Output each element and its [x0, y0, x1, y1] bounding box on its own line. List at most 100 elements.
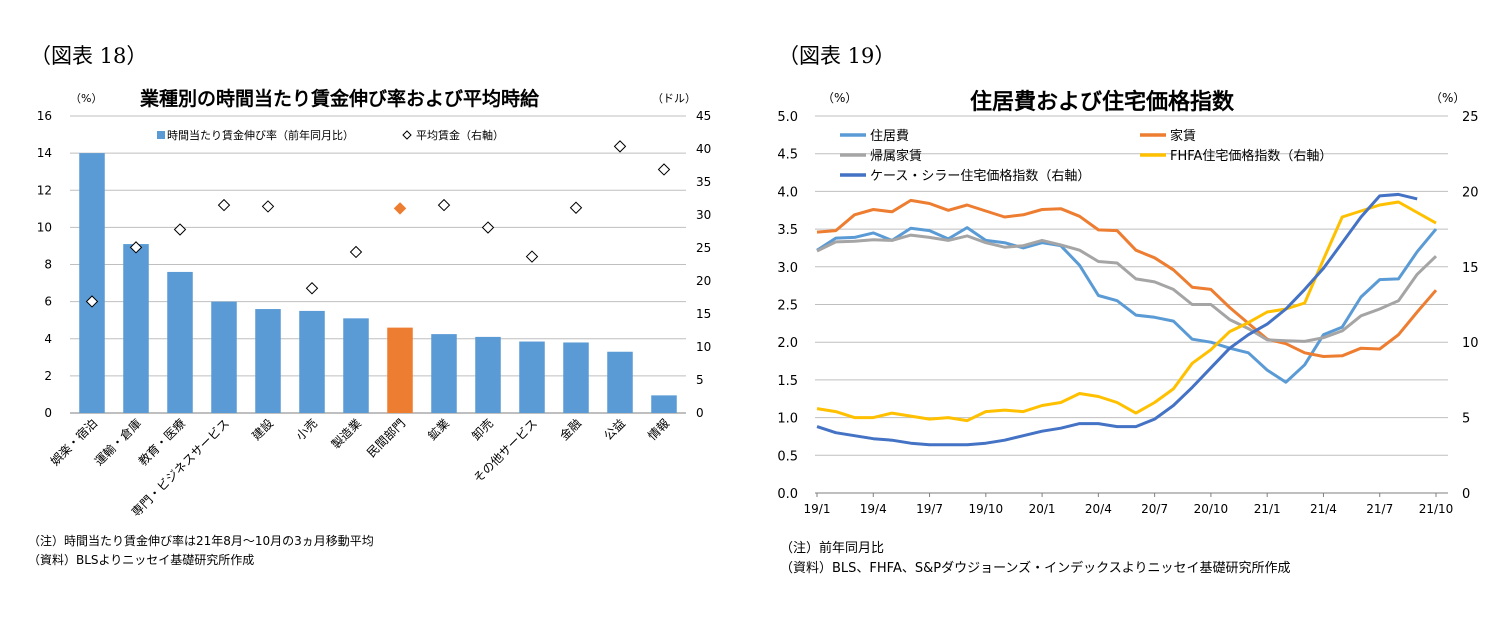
avg-wage-marker: [305, 282, 319, 295]
avg-wage-marker: [129, 241, 143, 254]
x-tick-label: 21/1: [1254, 502, 1281, 516]
wage-growth-bar: [563, 342, 589, 413]
avg-wage-marker: [393, 202, 407, 215]
legend-diamond-icon: [402, 130, 412, 140]
series-line: [816, 200, 1437, 423]
y2-tick-label: 40: [696, 142, 711, 156]
right-axis-unit-housing: （%）: [1430, 91, 1465, 105]
note-wage: （注）時間当たり賃金伸び率は21年8月～10月の3ヵ月移動平均: [28, 534, 374, 548]
y2-tick-label: 15: [696, 307, 711, 321]
wage-growth-bar: [255, 309, 281, 413]
right-axis-unit: （ドル）: [652, 92, 696, 105]
avg-wage-marker: [569, 201, 583, 214]
y-tick-label: 4.5: [777, 148, 798, 163]
wage-growth-bar: [343, 318, 369, 413]
series-line: [816, 198, 1438, 358]
legend-label-rent: 家賃: [1170, 128, 1196, 144]
wage-growth-bar: [123, 244, 149, 413]
legend-bar-label: 時間当たり賃金伸び率（前年同月比）: [167, 128, 354, 142]
wage-growth-bar: [79, 153, 105, 413]
wage-growth-bar: [299, 310, 325, 413]
y-tick-label: 10: [37, 220, 52, 234]
y2-tick-label: 20: [696, 274, 711, 288]
x-tick-label: 20/10: [1194, 502, 1229, 516]
y-tick-label: 14: [37, 146, 52, 160]
y2-tick-label: 35: [696, 175, 711, 189]
x-tick-label: 21/7: [1366, 502, 1393, 516]
legend-bar-swatch: [157, 131, 165, 139]
y-tick-label: 2: [44, 369, 52, 383]
y2-tick-label: 0: [1462, 487, 1470, 502]
wage-growth-bar: [651, 395, 677, 413]
wage-growth-bar: [475, 336, 501, 413]
x-tick-label: 21/10: [1419, 502, 1454, 516]
y-tick-label: 0.5: [777, 449, 798, 464]
y-tick-label: 1.0: [777, 412, 798, 427]
y2-tick-label: 5: [696, 373, 704, 387]
x-tick-label: 20/7: [1141, 502, 1168, 516]
series-line: [816, 192, 1418, 447]
y-tick-label: 0: [44, 406, 52, 420]
avg-wage-marker: [217, 198, 231, 212]
wage-growth-bar: [387, 327, 413, 413]
avg-wage-marker: [481, 221, 495, 234]
avg-wage-marker: [613, 140, 627, 153]
x-tick-label: 20/4: [1085, 502, 1112, 516]
y-tick-label: 0.0: [777, 487, 798, 502]
note-housing: （注）前年同月比: [780, 541, 885, 556]
y-tick-label: 6: [44, 295, 52, 309]
legend-marker-label: 平均賃金（右軸）: [416, 128, 504, 142]
y-tick-label: 5.0: [777, 110, 798, 125]
y-tick-label: 12: [37, 183, 52, 197]
y2-tick-label: 5: [1462, 412, 1470, 427]
series-line: [816, 226, 1438, 384]
left-axis-unit: （%）: [70, 92, 102, 105]
legend-housing: 住居費 家賃 帰属家賃 FHFA住宅価格指数（右軸） ケース・シラー住宅価格指数…: [840, 128, 1332, 184]
y-tick-label: 3.5: [777, 223, 798, 238]
y-tick-label: 2.5: [777, 299, 798, 314]
avg-wage-marker: [437, 198, 451, 212]
y2-tick-label: 0: [696, 406, 704, 420]
y2-tick-label: 25: [696, 241, 711, 255]
chart-title-housing: 住居費および住宅価格指数: [970, 90, 1235, 115]
y2-tick-label: 15: [1462, 261, 1479, 276]
legend: 時間当たり賃金伸び率（前年同月比） 平均賃金（右軸）: [157, 128, 504, 142]
y-tick-label: 3.0: [777, 261, 798, 276]
x-tick-label: 20/1: [1029, 502, 1056, 516]
y2-tick-label: 20: [1462, 185, 1479, 200]
avg-wage-marker: [173, 223, 187, 236]
y2-tick-label: 25: [1462, 110, 1479, 125]
y2-tick-label: 45: [696, 109, 711, 123]
y2-tick-label: 10: [1462, 336, 1479, 351]
avg-wage-marker: [261, 200, 275, 213]
wage-growth-bar: [519, 341, 545, 413]
x-tick-label: 21/4: [1310, 502, 1337, 516]
y2-tick-label: 10: [696, 340, 711, 354]
avg-wage-marker: [349, 245, 363, 259]
source-wage: （資料）BLSよりニッセイ基礎研究所作成: [28, 553, 255, 567]
legend-label-fhfa: FHFA住宅価格指数（右軸）: [1170, 148, 1332, 164]
avg-wage-marker: [657, 163, 671, 176]
x-tick-label: 19/4: [860, 502, 887, 516]
source-housing: （資料）BLS、FHFA、S&Pダウジョーンズ・インデックスよりニッセイ基礎研究…: [780, 561, 1291, 576]
avg-wage-marker: [525, 250, 539, 263]
figure-label-18: （図表 18）: [30, 44, 148, 68]
x-tick-label: 19/7: [916, 502, 943, 516]
series-line: [816, 233, 1438, 343]
wage-growth-bar: [167, 271, 193, 413]
legend-label-oer: 帰属家賃: [870, 148, 922, 164]
y-tick-label: 4.0: [777, 185, 798, 200]
y-tick-label: 16: [37, 109, 52, 123]
left-axis-unit-housing: （%）: [822, 91, 857, 105]
y-tick-label: 4: [44, 332, 52, 346]
figure-label-19: （図表 19）: [778, 44, 896, 68]
legend-label-shelter: 住居費: [870, 129, 909, 144]
y2-tick-label: 30: [696, 208, 711, 222]
avg-wage-marker: [85, 295, 99, 308]
chart-title-wage: 業種別の時間当たり賃金伸び率および平均時給: [140, 88, 540, 110]
x-tick-label: 19/10: [969, 502, 1004, 516]
wage-growth-bar: [431, 334, 457, 413]
y-tick-label: 1.5: [777, 374, 798, 389]
legend-label-case-shiller: ケース・シラー住宅価格指数（右軸）: [870, 168, 1090, 184]
